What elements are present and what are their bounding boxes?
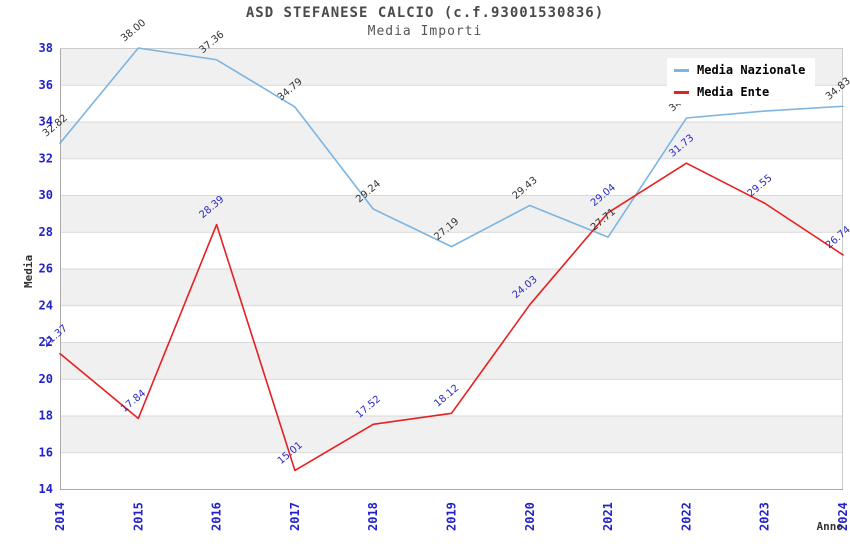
x-axis-title: Anno xyxy=(817,520,844,533)
y-axis-title: Media xyxy=(22,255,35,288)
data-label-media-nazionale: 38.00 xyxy=(119,17,148,44)
data-label-media-ente: 17.84 xyxy=(119,388,148,415)
y-tick-label: 22 xyxy=(39,335,53,349)
y-tick-label: 24 xyxy=(39,298,53,312)
plot-band xyxy=(60,195,843,232)
legend-item-media-ente: Media Ente xyxy=(667,82,815,102)
plot-band xyxy=(60,342,843,379)
x-tick-label: 2016 xyxy=(210,502,224,531)
legend-label: Media Ente xyxy=(697,85,770,99)
y-tick-label: 26 xyxy=(39,262,53,276)
chart-legend: Media Nazionale Media Ente xyxy=(667,58,815,104)
legend-line-swatch-blue xyxy=(674,68,689,72)
y-tick-label: 38 xyxy=(39,41,53,55)
series-line-media-nazionale xyxy=(59,47,844,248)
chart-subtitle: Media Importi xyxy=(367,24,483,39)
y-tick-label: 36 xyxy=(39,78,53,92)
x-tick-label: 2019 xyxy=(445,502,459,531)
y-tick-label: 20 xyxy=(39,372,53,386)
x-tick-label: 2020 xyxy=(523,502,537,531)
y-tick-label: 32 xyxy=(39,151,53,165)
x-tick-label: 2023 xyxy=(758,502,772,531)
x-tick-label: 2015 xyxy=(131,502,145,531)
x-tick-label: 2014 xyxy=(53,502,67,531)
x-tick-label: 2017 xyxy=(288,502,302,531)
y-tick-label: 18 xyxy=(39,409,53,423)
x-tick-label: 2021 xyxy=(601,502,615,531)
y-tick-label: 34 xyxy=(39,115,53,129)
legend-item-media-nazionale: Media Nazionale xyxy=(667,60,815,80)
x-tick-label: 2024 xyxy=(836,502,850,531)
plot-band xyxy=(60,268,843,306)
series-line-media-ente xyxy=(59,162,844,472)
chart-title: ASD STEFANESE CALCIO (c.f.93001530836) xyxy=(245,5,605,21)
x-tick-label: 2018 xyxy=(366,502,380,531)
y-tick-label: 28 xyxy=(39,225,53,239)
legend-line-swatch-red xyxy=(674,90,689,94)
y-tick-label: 16 xyxy=(39,445,53,459)
legend-label: Media Nazionale xyxy=(697,63,806,77)
x-tick-label: 2022 xyxy=(679,502,693,531)
y-tick-label: 30 xyxy=(39,188,53,202)
plot-band xyxy=(60,121,843,159)
plot-band xyxy=(60,415,843,453)
y-tick-label: 14 xyxy=(39,482,53,496)
